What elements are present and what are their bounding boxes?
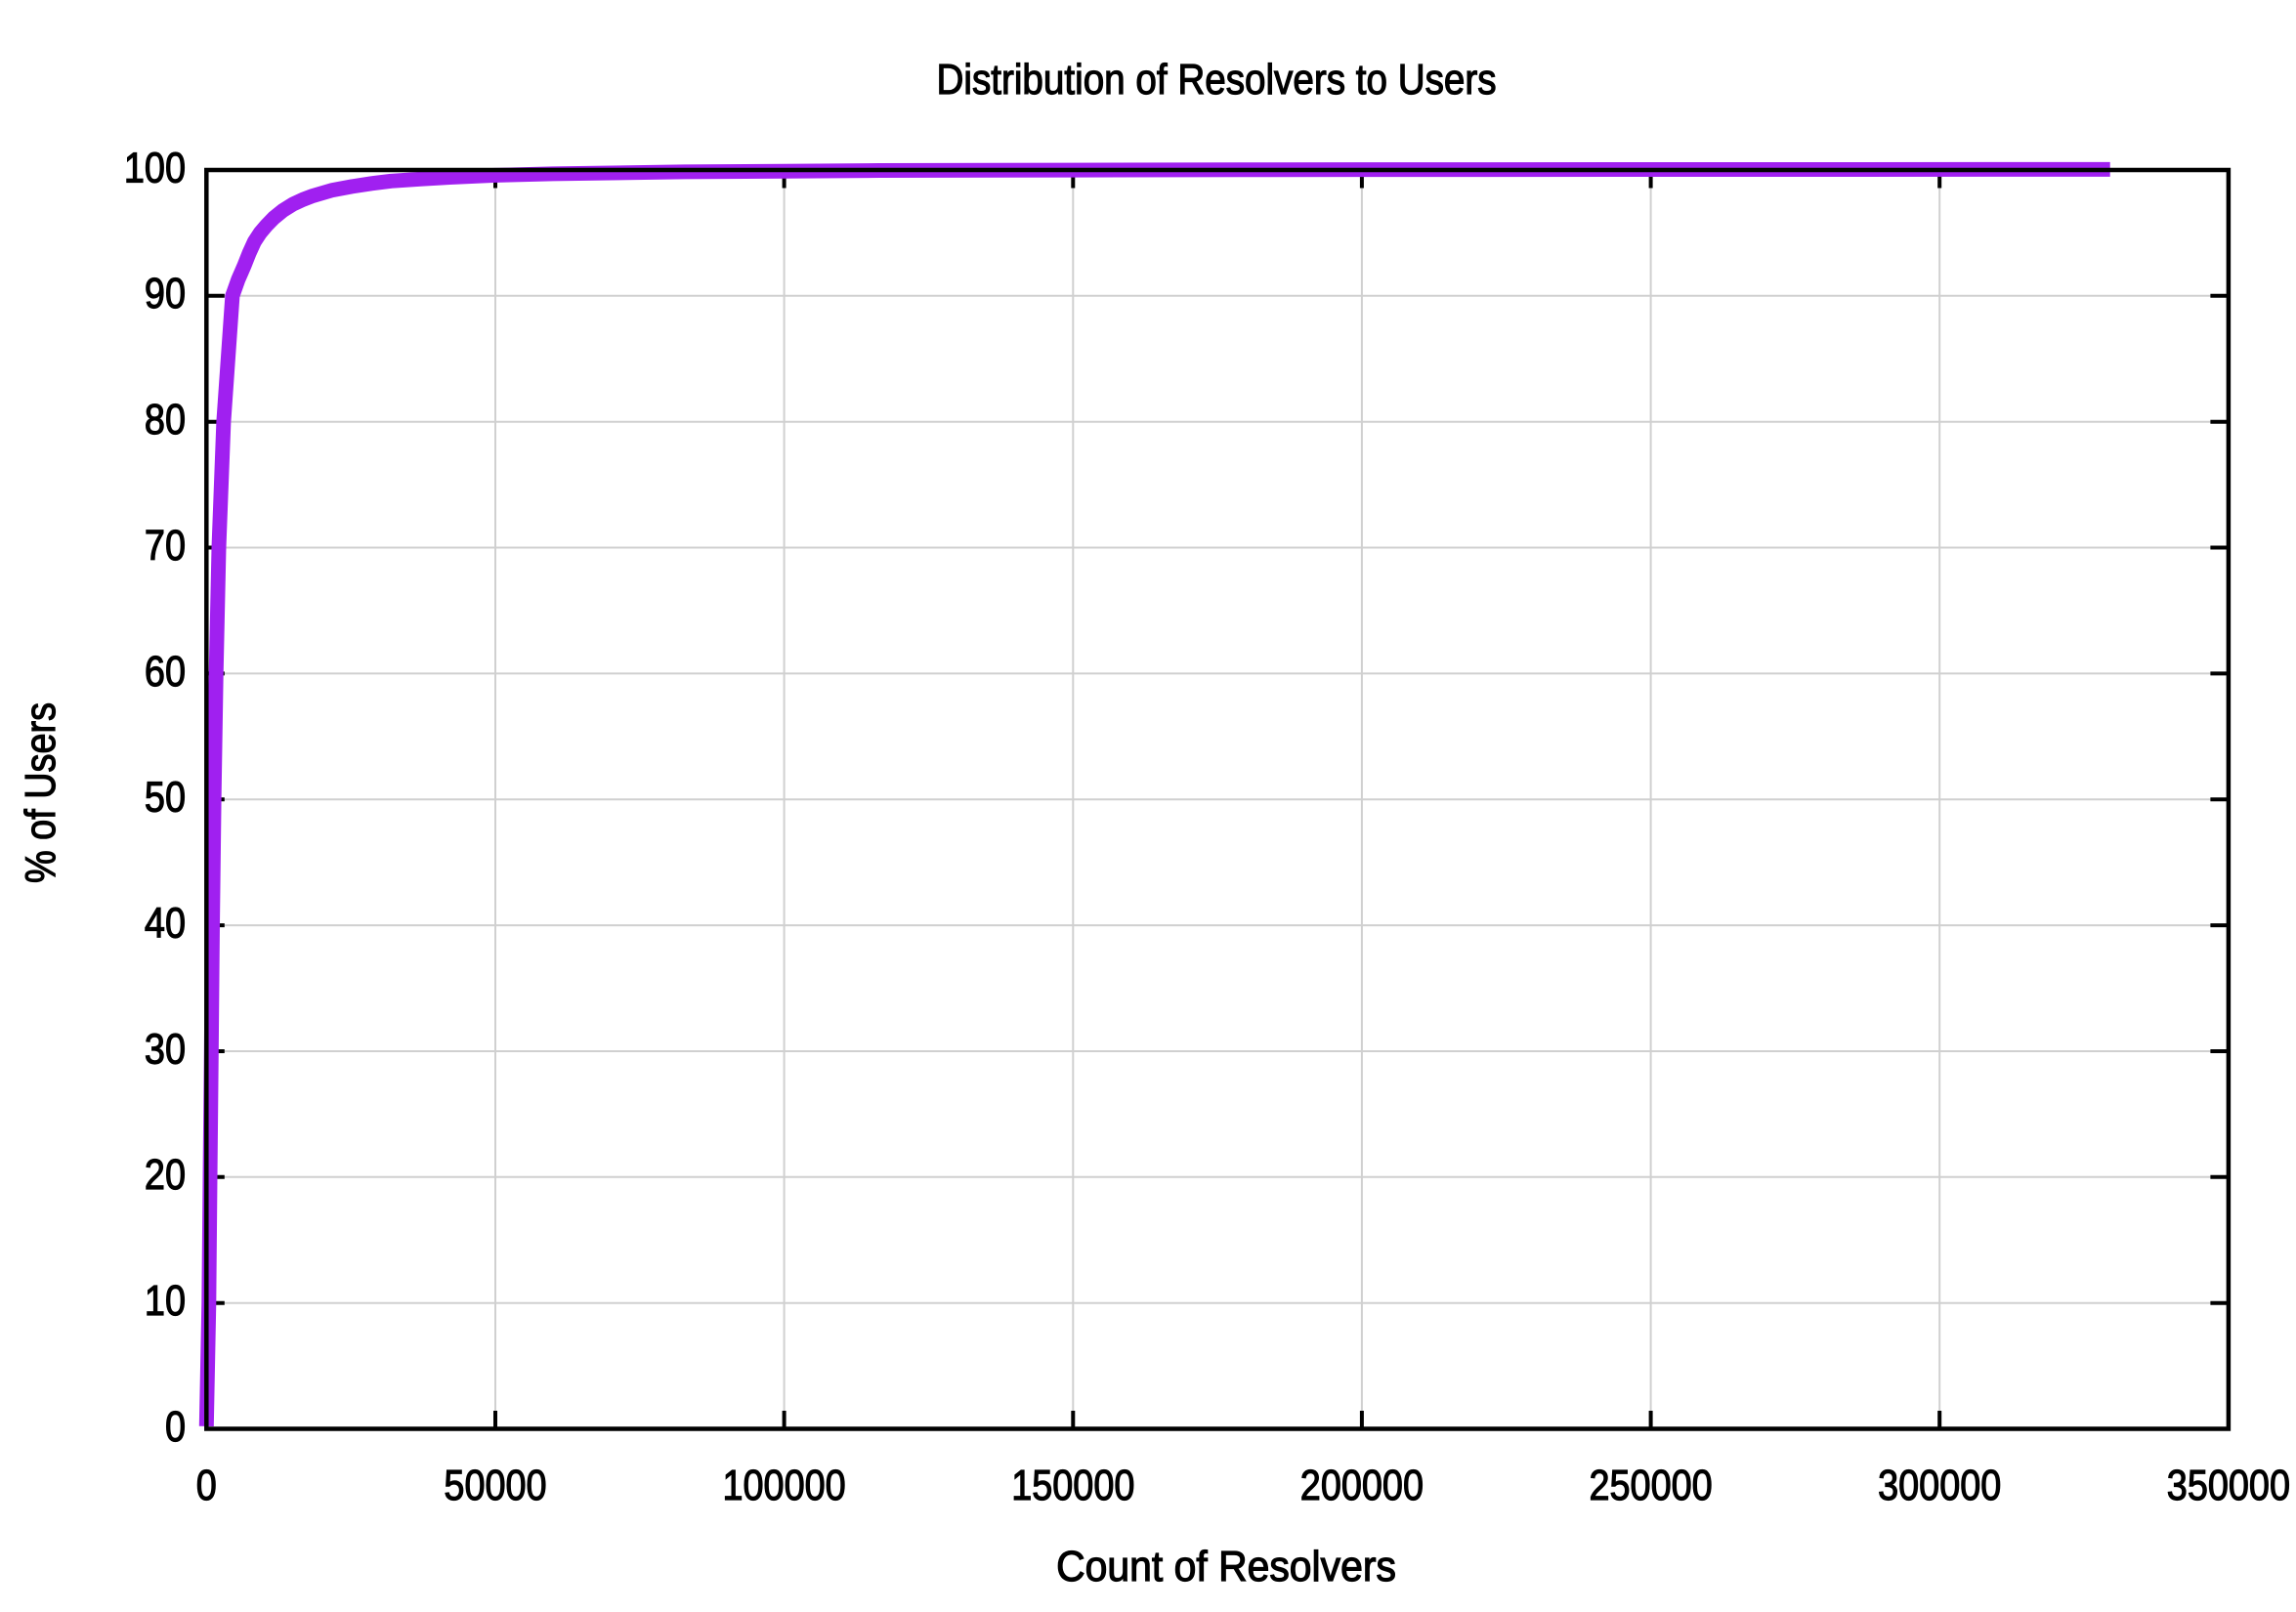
svg-text:80: 80	[145, 395, 186, 443]
svg-text:100000: 100000	[722, 1461, 845, 1508]
svg-text:200000: 200000	[1300, 1461, 1424, 1508]
svg-text:300000: 300000	[1878, 1461, 2001, 1508]
svg-text:10: 10	[145, 1276, 186, 1324]
svg-text:Count of Resolvers: Count of Resolvers	[1056, 1544, 1396, 1591]
svg-text:50: 50	[145, 773, 186, 821]
svg-text:Distribution of Resolvers to U: Distribution of Resolvers to Users	[936, 56, 1496, 104]
svg-text:100: 100	[124, 144, 186, 191]
svg-text:% of Users: % of Users	[16, 702, 64, 883]
svg-text:30: 30	[145, 1025, 186, 1073]
svg-text:60: 60	[145, 647, 186, 695]
svg-text:0: 0	[165, 1402, 186, 1450]
svg-text:0: 0	[196, 1461, 217, 1508]
svg-text:20: 20	[145, 1151, 186, 1199]
svg-text:350000: 350000	[2167, 1461, 2290, 1508]
svg-text:70: 70	[145, 521, 186, 569]
svg-text:250000: 250000	[1589, 1461, 1712, 1508]
svg-text:40: 40	[145, 899, 186, 947]
svg-text:90: 90	[145, 270, 186, 318]
svg-text:50000: 50000	[444, 1461, 546, 1508]
svg-text:150000: 150000	[1011, 1461, 1134, 1508]
